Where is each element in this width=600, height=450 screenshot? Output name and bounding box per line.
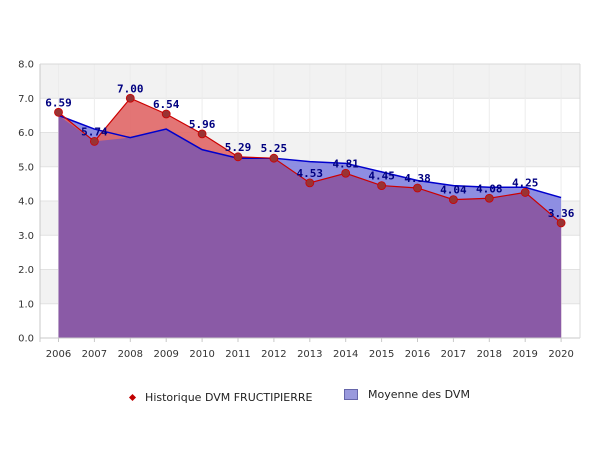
data-label: 4.04 bbox=[440, 184, 467, 197]
data-label: 4.08 bbox=[476, 182, 503, 195]
data-label: 3.36 bbox=[548, 207, 575, 220]
data-point bbox=[520, 188, 530, 197]
legend-box-icon bbox=[343, 389, 358, 400]
y-tick-label: 8.0 bbox=[18, 60, 34, 71]
x-tick-label: 2012 bbox=[261, 349, 286, 360]
area-overlap bbox=[58, 115, 562, 338]
legend-label-fructipierre: Historique DVM FRUCTIPIERRE bbox=[145, 391, 313, 404]
legend-item-moyenne: Moyenne des DVM bbox=[343, 388, 470, 401]
data-point bbox=[448, 195, 458, 205]
data-label: 4.38 bbox=[404, 172, 431, 185]
data-point bbox=[341, 168, 351, 178]
x-tick-label: 2020 bbox=[548, 349, 573, 360]
data-label: 4.53 bbox=[297, 167, 324, 180]
data-point bbox=[413, 183, 422, 193]
series-areas bbox=[58, 98, 562, 338]
x-tick-label: 2019 bbox=[512, 349, 537, 360]
x-tick-label: 2009 bbox=[153, 349, 178, 360]
y-tick-label: 6.0 bbox=[18, 128, 34, 139]
y-tick-label: 0.0 bbox=[18, 334, 34, 345]
y-tick-label: 1.0 bbox=[18, 299, 34, 310]
data-point bbox=[233, 152, 243, 162]
x-tick-label: 2016 bbox=[405, 349, 430, 360]
data-point bbox=[556, 218, 566, 228]
data-label: 5.74 bbox=[81, 125, 108, 138]
tick-labels: 0.0 1.0 2.0 3.0 4.0 5.0 6.0 7.0 8.0 2006 2007 2008 2… bbox=[18, 60, 574, 361]
data-point bbox=[125, 93, 135, 103]
data-label: 5.29 bbox=[225, 141, 252, 154]
data-point bbox=[269, 153, 279, 163]
data-label: 4.81 bbox=[332, 157, 359, 170]
data-point bbox=[197, 129, 207, 139]
x-tick-label: 2006 bbox=[46, 349, 71, 360]
y-tick-label: 2.0 bbox=[18, 265, 34, 276]
x-tick-label: 2008 bbox=[118, 349, 143, 360]
x-tick-label: 2015 bbox=[369, 349, 394, 360]
x-tick-label: 2013 bbox=[297, 349, 322, 360]
x-tick-label: 2017 bbox=[441, 349, 466, 360]
y-tick-label: 7.0 bbox=[18, 94, 34, 105]
y-tick-label: 4.0 bbox=[18, 197, 34, 208]
legend-diamond-icon bbox=[129, 393, 137, 402]
data-label: 6.54 bbox=[153, 98, 180, 111]
data-point bbox=[161, 109, 171, 119]
data-label: 4.25 bbox=[512, 176, 539, 189]
data-point bbox=[54, 107, 63, 117]
x-tick-label: 2011 bbox=[225, 349, 250, 360]
data-label: 6.59 bbox=[45, 96, 72, 109]
data-label: 4.45 bbox=[368, 170, 395, 183]
x-tick-label: 2014 bbox=[333, 349, 358, 360]
data-point bbox=[305, 178, 315, 188]
data-label: 5.25 bbox=[261, 142, 288, 155]
legend-item-fructipierre: Historique DVM FRUCTIPIERRE bbox=[129, 391, 313, 404]
x-tick-label: 2010 bbox=[189, 349, 214, 360]
legend-label-moyenne: Moyenne des DVM bbox=[367, 388, 470, 401]
data-point bbox=[377, 181, 387, 190]
x-tick-label: 2007 bbox=[82, 349, 107, 360]
data-labels: 6.59 5.74 7.00 6.54 5.96 5.29 5.25 4.53 4.81 4.45… bbox=[45, 82, 574, 220]
data-label: 7.00 bbox=[117, 82, 144, 95]
y-tick-label: 5.0 bbox=[18, 162, 34, 173]
data-point bbox=[484, 193, 494, 203]
data-point bbox=[90, 137, 99, 146]
line-moyenne bbox=[58, 114, 562, 199]
y-tick-label: 3.0 bbox=[18, 231, 34, 242]
x-tick-label: 2018 bbox=[477, 349, 502, 360]
data-label: 5.96 bbox=[189, 118, 216, 131]
legend: Historique DVM FRUCTIPIERRE Moyenne des … bbox=[0, 388, 600, 404]
data-markers bbox=[54, 93, 566, 228]
